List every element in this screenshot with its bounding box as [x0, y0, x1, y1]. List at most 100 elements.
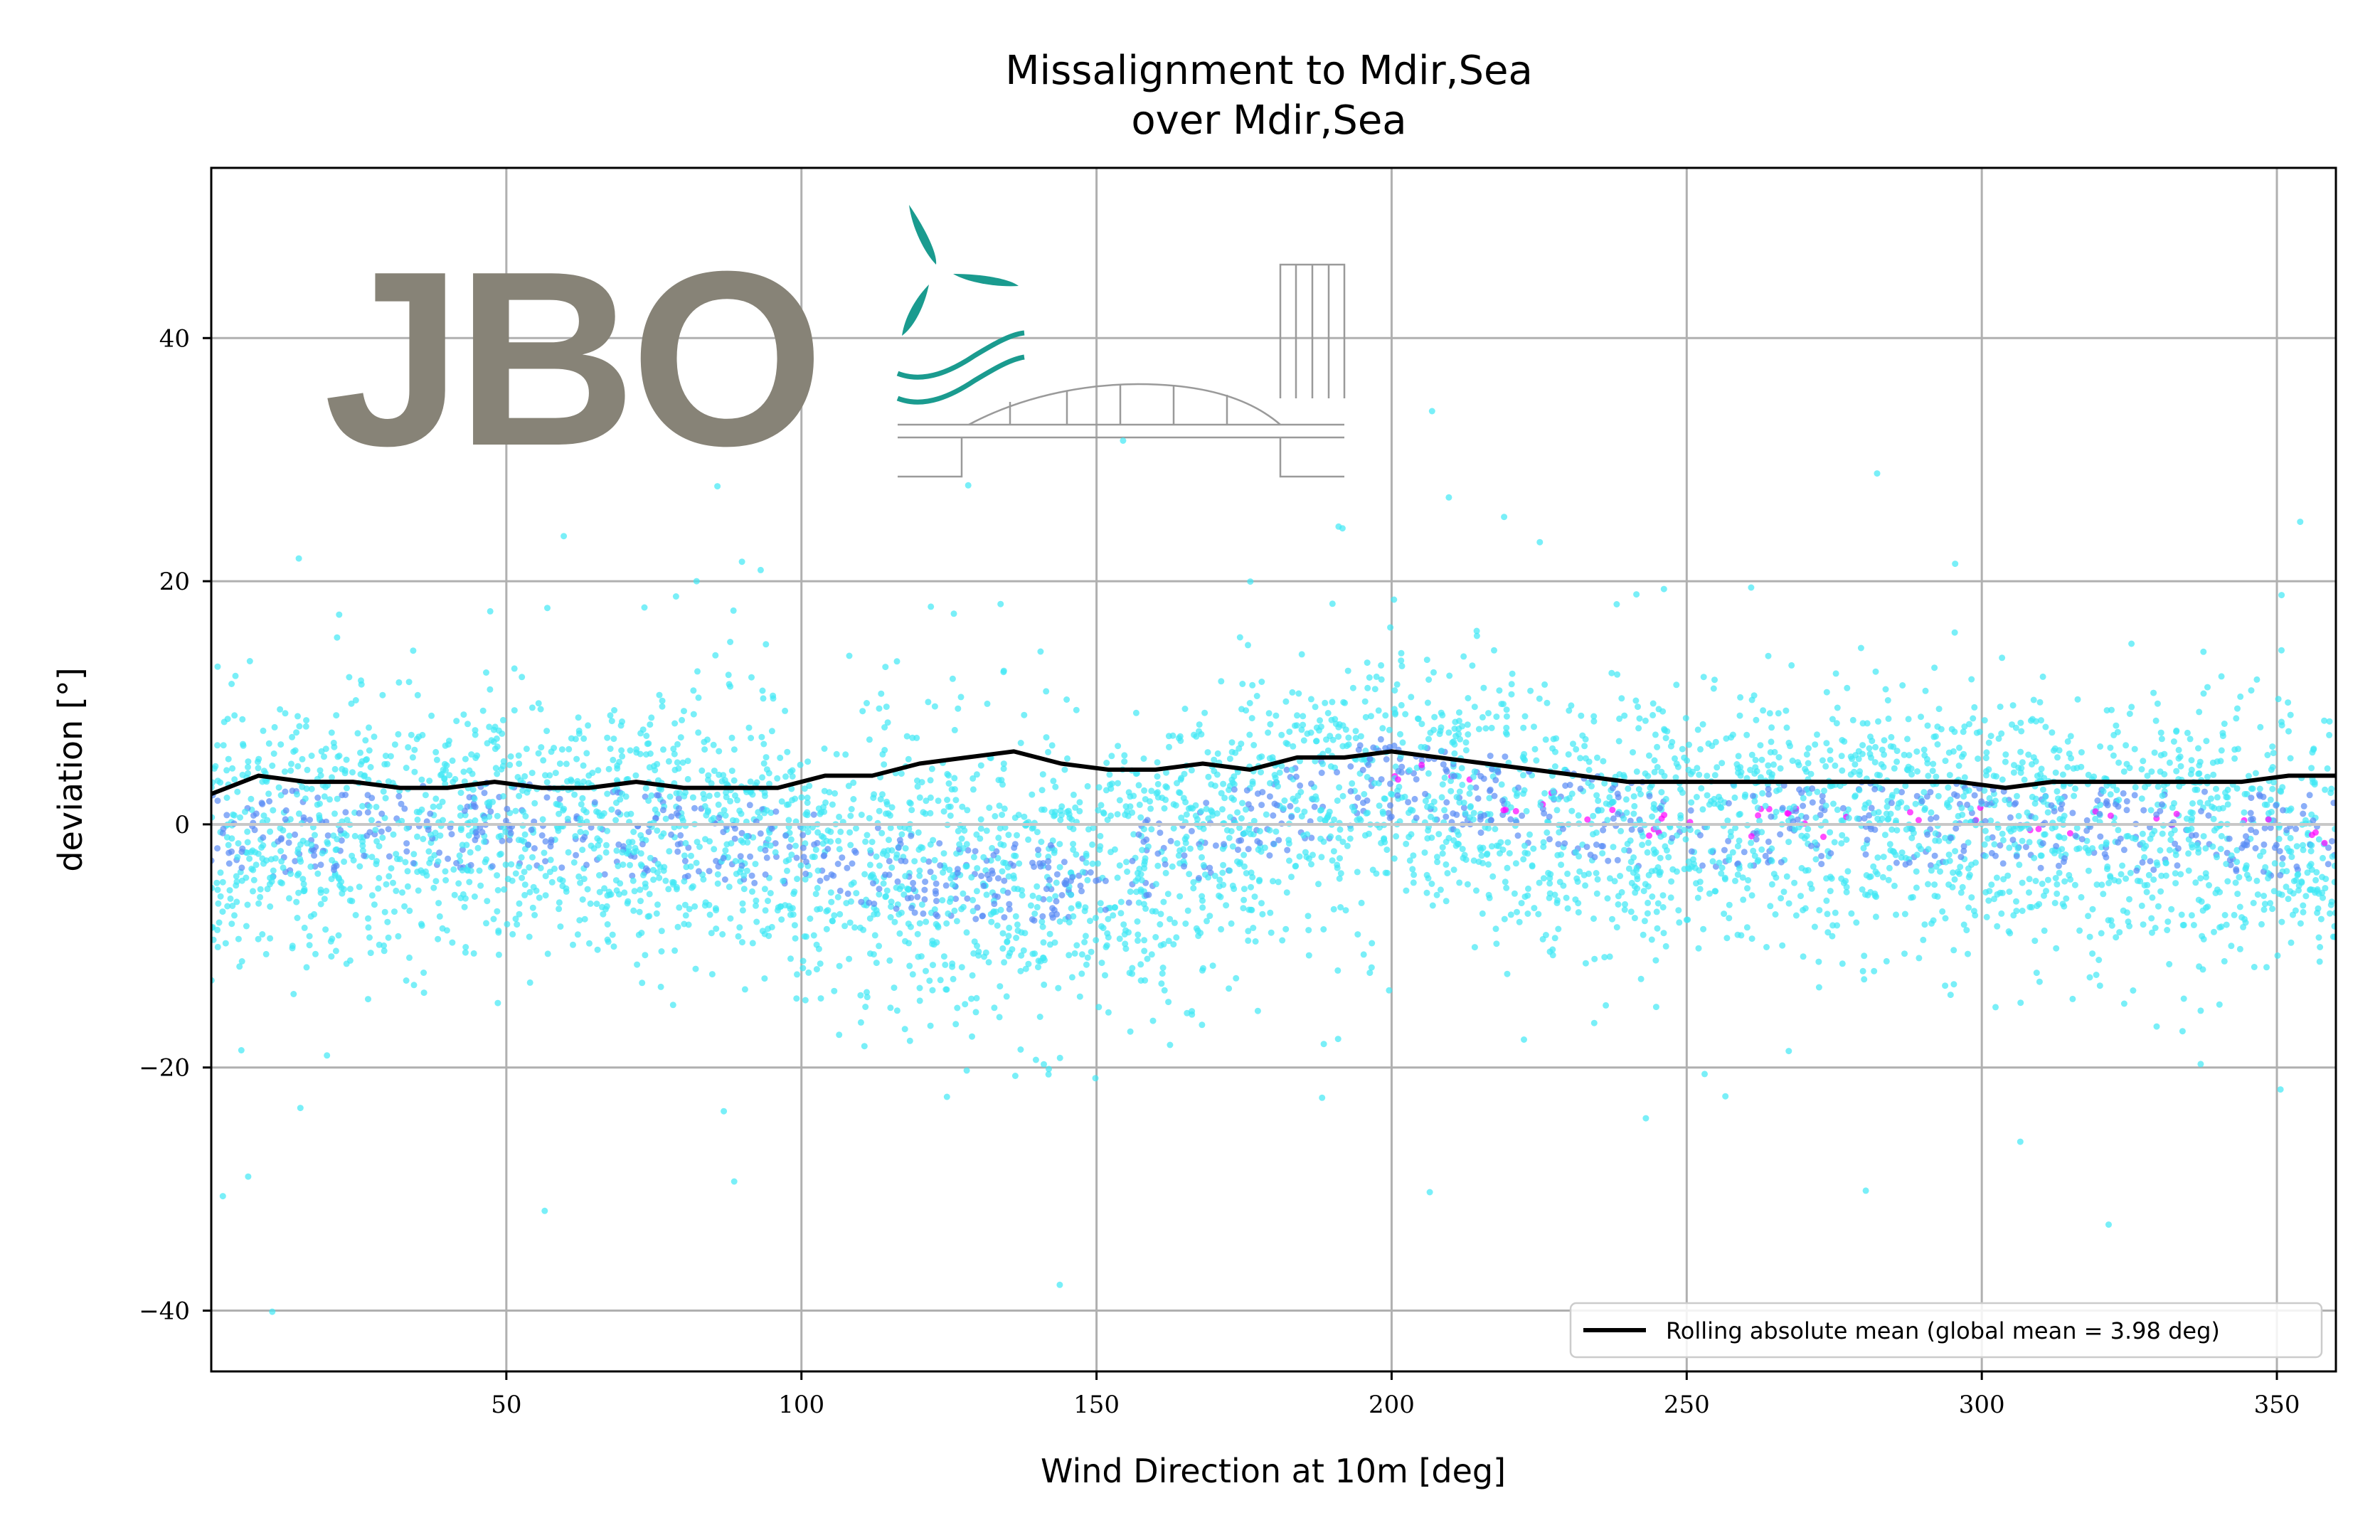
scatter-point [1344, 842, 1351, 849]
scatter-point [456, 852, 463, 859]
scatter-point [356, 809, 363, 817]
scatter-point [1737, 694, 1744, 701]
scatter-point [1625, 865, 1632, 872]
scatter-point [1601, 780, 1608, 787]
scatter-point [229, 765, 236, 772]
scatter-point [654, 792, 661, 799]
scatter-point [902, 873, 909, 880]
scatter-point [945, 910, 952, 917]
scatter-point [883, 703, 890, 711]
scatter-point [1752, 757, 1759, 763]
scatter-point [1912, 800, 1919, 807]
scatter-point [1451, 750, 1458, 757]
scatter-point [357, 771, 364, 777]
scatter-point [665, 758, 672, 765]
scatter-point [871, 932, 878, 939]
scatter-point [1834, 704, 1841, 711]
scatter-point [1698, 785, 1705, 792]
scatter-point [238, 958, 245, 965]
scatter-point [2256, 852, 2263, 859]
scatter-point [1631, 915, 1638, 922]
scatter-point [332, 947, 339, 955]
scatter-point [508, 861, 515, 868]
scatter-point [1398, 657, 1405, 664]
scatter-point [1011, 885, 1018, 892]
scatter-point [1918, 846, 1924, 853]
scatter-point [747, 853, 754, 860]
scatter-point [1551, 891, 1558, 898]
scatter-point [259, 855, 266, 862]
scatter-point [1765, 838, 1772, 845]
scatter-point [706, 868, 713, 875]
scatter-point [1477, 844, 1484, 851]
scatter-point [275, 784, 282, 791]
scatter-point [1511, 890, 1518, 897]
scatter-point [958, 906, 965, 913]
scatter-point [640, 871, 647, 878]
scatter-point [2049, 825, 2056, 832]
scatter-point [997, 600, 1004, 607]
scatter-point [965, 482, 972, 489]
scatter-point [2308, 811, 2315, 818]
scatter-point [2019, 879, 2026, 886]
scatter-point [1902, 782, 1909, 790]
scatter-point [543, 794, 551, 801]
scatter-point [739, 939, 745, 946]
scatter-point [1011, 852, 1018, 859]
scatter-point [1493, 940, 1500, 947]
scatter-point [817, 877, 824, 884]
scatter-point [1431, 713, 1438, 721]
scatter-point [1373, 673, 1380, 680]
scatter-point [1312, 703, 1319, 711]
scatter-point [1524, 910, 1531, 917]
scatter-point [1265, 729, 1272, 736]
scatter-point [1992, 797, 1999, 804]
scatter-point [939, 897, 946, 904]
scatter-point [861, 1043, 868, 1050]
scatter-point [537, 706, 544, 713]
scatter-point [997, 824, 1004, 832]
scatter-point [673, 810, 680, 817]
scatter-point [964, 895, 971, 902]
scatter-point [1508, 691, 1515, 698]
scatter-point [2073, 846, 2081, 853]
scatter-point [959, 803, 966, 810]
scatter-point [1447, 777, 1455, 785]
scatter-point [544, 605, 551, 612]
scatter-point [994, 922, 1001, 929]
scatter-point [1137, 814, 1144, 821]
scatter-point [578, 801, 585, 808]
scatter-point [224, 903, 231, 910]
scatter-point [842, 751, 849, 758]
scatter-point [2269, 785, 2276, 792]
scatter-point [382, 753, 389, 760]
scatter-point [933, 898, 940, 905]
scatter-point [234, 788, 241, 795]
scatter-point [1855, 748, 1862, 755]
scatter-point [333, 712, 340, 719]
scatter-point [570, 941, 576, 948]
scatter-point [2098, 881, 2105, 888]
scatter-point [710, 741, 717, 748]
scatter-point [442, 742, 449, 749]
scatter-point [1808, 885, 1815, 892]
scatter-point [1154, 794, 1162, 801]
scatter-point [874, 910, 881, 918]
scatter-point [1613, 924, 1620, 931]
scatter-point [1265, 710, 1273, 717]
scatter-point [1379, 725, 1386, 732]
scatter-point [1453, 794, 1460, 801]
scatter-point [269, 763, 276, 769]
scatter-point [1780, 888, 1787, 896]
scatter-point [2185, 827, 2192, 834]
scatter-point [2036, 699, 2044, 706]
scatter-point [1966, 871, 1973, 878]
scatter-point [235, 935, 242, 942]
scatter-point [1872, 869, 1879, 875]
scatter-point [460, 711, 467, 718]
scatter-point [1170, 941, 1177, 948]
scatter-point [1893, 748, 1901, 755]
scatter-point [442, 868, 449, 875]
scatter-point [2119, 862, 2126, 869]
scatter-point [603, 841, 610, 849]
